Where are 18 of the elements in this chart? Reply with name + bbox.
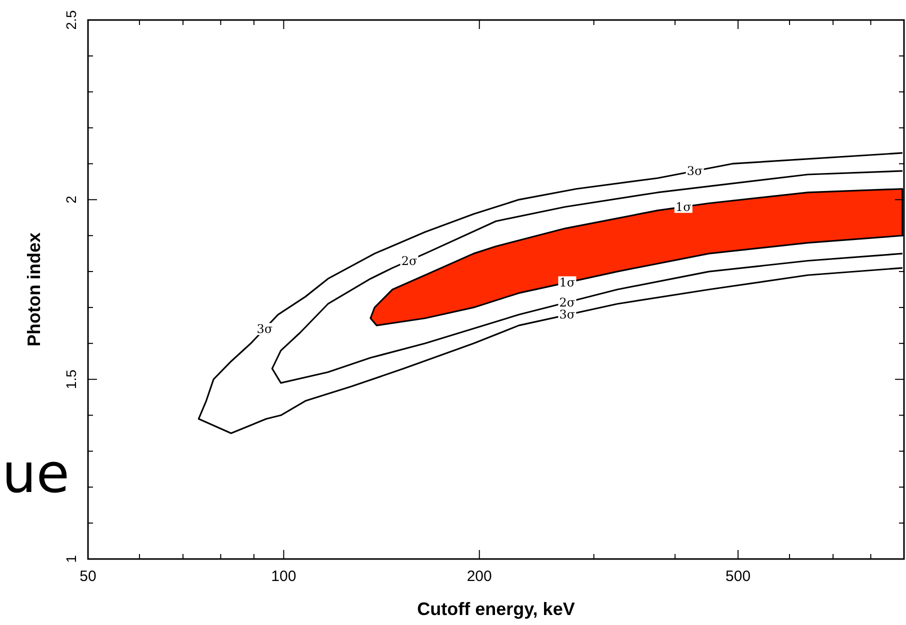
y-tick-label: 2.5 [63,10,79,30]
x-tick-label: 50 [80,568,96,585]
annotation: 1σ [675,200,692,214]
y-axis-title: Photon index [24,232,44,346]
annotation: 3σ [256,322,273,336]
x-tick-label: 500 [726,568,751,585]
annotation: 3σ [559,308,576,322]
annotation: 3σ [686,164,703,178]
text: ue [2,442,70,505]
annotation: 1σ [559,275,576,290]
annotation: 2σ [401,254,418,268]
y-tick-label: 1 [63,554,79,563]
x-tick-label: 100 [271,568,296,585]
x-tick-label: 200 [466,568,492,585]
y-tick-label: 1.5 [63,369,79,390]
annotation: 2σ [559,295,576,310]
y-tick-label: 2 [63,196,79,204]
x-axis-title: Cutoff energy, keV [417,599,575,619]
